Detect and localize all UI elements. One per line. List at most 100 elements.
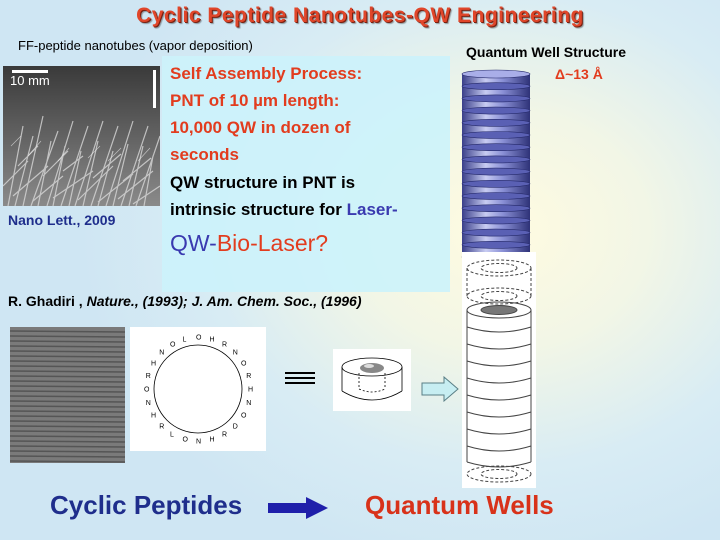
atom-label: R — [222, 432, 227, 439]
micrograph-stripe — [10, 385, 125, 388]
qw-disk-edge — [461, 204, 531, 212]
micrograph-stripe — [10, 335, 125, 338]
right-arrow-icon — [420, 375, 460, 407]
micrograph-stripe — [10, 330, 125, 333]
qw-disk-edge — [461, 155, 531, 164]
micrograph-stripe — [10, 340, 125, 343]
qw-disk-edge — [461, 94, 531, 103]
atom-label: D — [233, 423, 238, 430]
atom-label: H — [209, 437, 214, 444]
subtitle: FF-peptide nanotubes (vapor deposition) — [18, 38, 253, 53]
atom-label: H — [248, 387, 253, 394]
atom-label: H — [151, 413, 156, 420]
text-line-2a: PNT of 10 — [170, 91, 254, 110]
qw-disk-edge — [461, 180, 531, 188]
micrograph-stripe — [10, 425, 125, 428]
transform-arrow-icon — [268, 497, 328, 524]
scale-tick — [153, 70, 156, 108]
single-ring-model — [333, 349, 411, 411]
equivalence-sign — [285, 370, 315, 391]
nanotube-micrograph — [10, 327, 125, 463]
atom-label: N — [146, 400, 151, 407]
text-line-7: QW-Bio-Laser? — [170, 230, 328, 257]
atom-label: R — [159, 423, 164, 430]
qw-disk-edge — [461, 167, 531, 176]
qw-disk-edge — [461, 192, 531, 200]
ghadiri-author: R. Ghadiri , — [8, 293, 87, 309]
micrograph-stripe — [10, 350, 125, 353]
quantum-well-disk-stack — [454, 66, 538, 271]
atom-label: L — [183, 336, 187, 343]
atom-label: N — [159, 350, 164, 357]
atom-label: O — [241, 361, 247, 368]
mu-symbol: µ — [253, 91, 263, 110]
micrograph-stripe — [10, 370, 125, 373]
atom-label: O — [144, 387, 150, 394]
micrograph-stripe — [10, 410, 125, 413]
micrograph-stripe — [10, 445, 125, 448]
ghadiri-reference: R. Ghadiri , Nature., (1993); J. Am. Che… — [8, 293, 362, 309]
bio-laser-question: Bio-Laser? — [216, 230, 329, 256]
nanotube-cylinder-stack — [462, 252, 536, 488]
scale-label: 10 mm — [10, 73, 50, 88]
atom-label: H — [209, 336, 214, 343]
text-line-1: Self Assembly Process: — [170, 64, 363, 83]
qw-prefix: QW- — [170, 230, 217, 256]
atom-label: N — [233, 350, 238, 357]
qw-disk-edge — [461, 82, 531, 91]
micrograph-stripe — [10, 460, 125, 463]
micrograph-stripe — [10, 455, 125, 458]
text-line-6b: Laser- — [346, 200, 398, 219]
micrograph-stripe — [10, 390, 125, 393]
sem-photo — [3, 66, 160, 206]
atom-label: N — [246, 400, 251, 407]
qw-disk-edge — [461, 106, 531, 115]
quantum-wells-label: Quantum Wells — [365, 490, 554, 520]
micrograph-stripe — [10, 440, 125, 443]
text-line-6a: intrinsic structure for — [170, 200, 347, 219]
slide-title: Cyclic Peptide Nanotubes-QW Engineering — [136, 4, 584, 27]
atom-label: R — [146, 373, 151, 380]
text-line-4: seconds — [170, 145, 239, 164]
micrograph-stripe — [10, 395, 125, 398]
citation-nano-lett: Nano Lett., 2009 — [8, 212, 116, 228]
qw-disk-edge — [461, 131, 531, 139]
text-line-3: 10,000 QW in dozen of — [170, 118, 351, 137]
text-box — [162, 56, 450, 292]
atom-label: O — [170, 341, 176, 348]
micrograph-stripe — [10, 365, 125, 368]
atom-label: O — [196, 335, 202, 342]
scale-bar — [12, 70, 48, 73]
micrograph-stripe — [10, 450, 125, 453]
qw-disk-edge — [461, 241, 531, 249]
atom-label: L — [170, 432, 174, 439]
ghadiri-journals: Nature., (1993); J. Am. Chem. Soc., (199… — [86, 293, 362, 309]
micrograph-stripe — [10, 355, 125, 358]
micrograph-stripe — [10, 345, 125, 348]
text-line-5: QW structure in PNT is — [170, 173, 356, 192]
qw-structure-title: Quantum Well Structure — [466, 44, 626, 60]
micrograph-stripe — [10, 360, 125, 363]
qw-disk-top — [461, 69, 531, 79]
qw-disk-edge — [461, 228, 531, 237]
atom-label: R — [222, 341, 227, 348]
micrograph-stripe — [10, 405, 125, 408]
micrograph-stripe — [10, 435, 125, 438]
micrograph-stripe — [10, 380, 125, 383]
micrograph-stripe — [10, 375, 125, 378]
cyclic-peptides-label: Cyclic Peptides — [50, 490, 243, 520]
qw-disk-edge — [461, 118, 531, 127]
atom-label: N — [196, 439, 201, 446]
atom-label: O — [241, 413, 247, 420]
qw-spacing-label: Δ~13 Å — [555, 66, 603, 82]
atom-label: R — [246, 373, 251, 380]
atom-label: H — [151, 361, 156, 368]
qw-disk-edge — [461, 143, 531, 151]
text-line-6: intrinsic structure for Laser- — [170, 200, 398, 220]
text-line-2: PNT of 10 µm length: — [170, 91, 339, 111]
text-line-2b: m length: — [262, 91, 340, 110]
qw-disk-edge — [461, 216, 531, 225]
micrograph-stripe — [10, 430, 125, 433]
micrograph-stripe — [10, 420, 125, 423]
